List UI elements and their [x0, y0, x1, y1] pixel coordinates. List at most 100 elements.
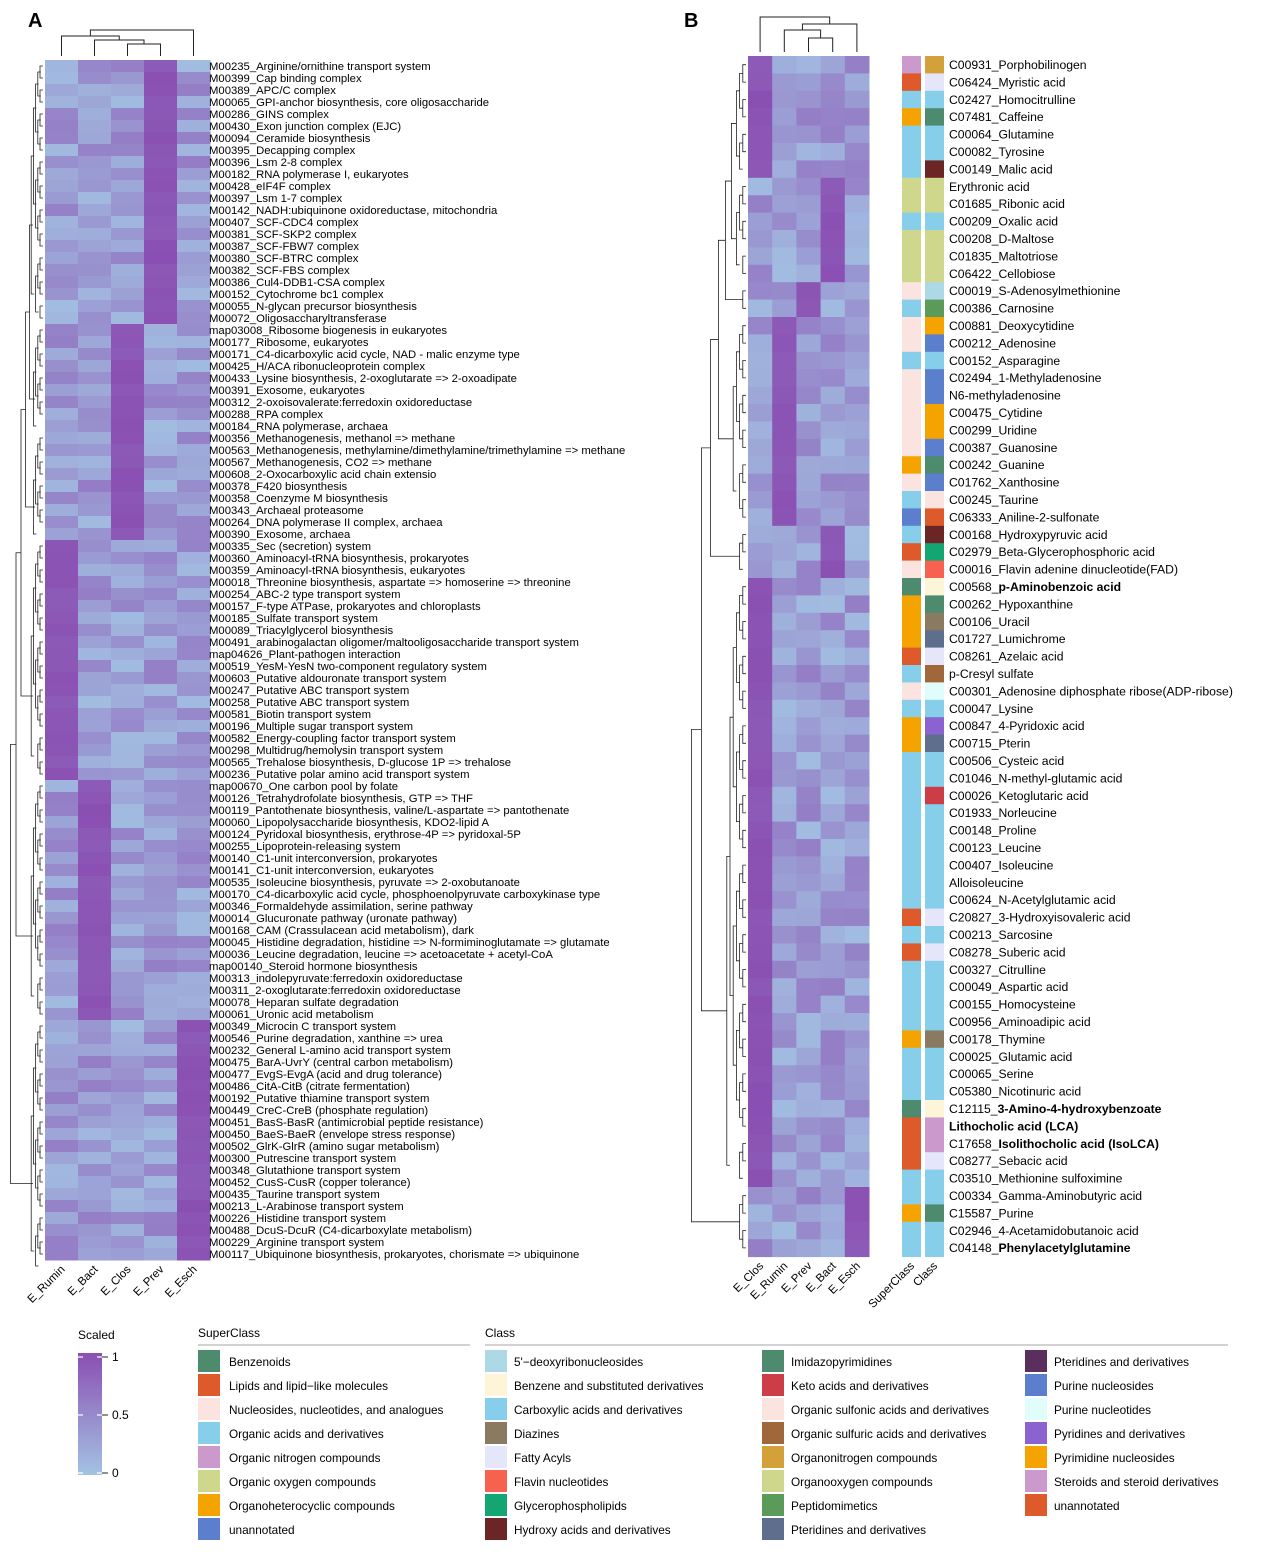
heatmap-a-cell [111, 1032, 145, 1045]
heatmap-a-cell [78, 576, 112, 589]
heatmap-a-cell [144, 480, 178, 493]
class-legend-label: Pteridines and derivatives [791, 1523, 926, 1537]
heatmap-b-cell [820, 230, 846, 248]
heatmap-a-cell [177, 624, 211, 637]
heatmap-a-cell [177, 600, 211, 613]
heatmap-b-cell [772, 682, 797, 701]
heatmap-a-cell [111, 456, 145, 469]
heatmap-b-cell [796, 525, 822, 544]
heatmap-b-cell [748, 682, 773, 701]
heatmap-a-cell [78, 216, 112, 229]
class-annotation-cell [925, 369, 944, 387]
heatmap-a-cell [177, 936, 211, 949]
heatmap-b-cell [796, 56, 822, 74]
heatmap-b-row-label: C00025_Glutamic acid [949, 1050, 1072, 1064]
heatmap-a-cell [45, 816, 79, 829]
heatmap-a-cell [111, 996, 145, 1009]
heatmap-a-cell [45, 132, 79, 145]
heatmap-a-cell [144, 1056, 178, 1069]
heatmap-a-cell [144, 228, 178, 241]
heatmap-a-cell [177, 768, 211, 781]
superclass-annotation-cell [902, 1013, 921, 1031]
heatmap-a-row-label: M00168_CAM (Crassulacean acid metabolism… [209, 925, 474, 937]
heatmap-a-cell [45, 696, 79, 709]
heatmap-a-cell [177, 1236, 211, 1249]
heatmap-a-cell [177, 1200, 211, 1213]
heatmap-b-cell [748, 699, 773, 718]
heatmap-a-cell [144, 312, 178, 325]
heatmap-a-cell [78, 96, 112, 109]
heatmap-a-row-label: M00045_Histidine degradation, histidine … [209, 937, 610, 949]
heatmap-b-row-label: C00209_Oxalic acid [949, 215, 1058, 229]
class-legend-label: Keto acids and derivatives [791, 1379, 929, 1393]
superclass-annotation-cell [902, 421, 921, 440]
class-legend-swatch [485, 1374, 507, 1396]
heatmap-b-cell [772, 73, 797, 92]
superclass-annotation-cell [902, 230, 921, 248]
heatmap-a-cell [111, 1200, 145, 1213]
heatmap-b-cell [844, 1134, 870, 1153]
heatmap-a-cell [144, 300, 178, 313]
scale-legend-tick: 0 [112, 1466, 119, 1480]
heatmap-a-cell [78, 588, 112, 601]
heatmap-a-cell [144, 456, 178, 469]
heatmap-b-cell [820, 212, 846, 231]
heatmap-a-cell [144, 348, 178, 361]
heatmap-a-row-label: M00581_Biotin transport system [209, 709, 371, 721]
class-legend-label: Flavin nucleotides [514, 1475, 609, 1489]
heatmap-b-row-label: C05380_Nicotinuric acid [949, 1085, 1081, 1099]
heatmap-b-cell [772, 1169, 797, 1188]
heatmap-a-cell [144, 672, 178, 685]
class-annotation-cell [925, 473, 944, 492]
heatmap-b-column-dendrogram [759, 16, 858, 52]
superclass-annotation-cell [902, 1117, 921, 1136]
heatmap-a-cell [111, 156, 145, 169]
heatmap-a-cell [78, 456, 112, 469]
superclass-annotation-cell [902, 247, 921, 266]
heatmap-a-row-label: M00229_Arginine transport system [209, 1237, 384, 1249]
heatmap-b-cell [796, 369, 822, 388]
superclass-legend-swatch [198, 1446, 220, 1468]
heatmap-b-cell [772, 560, 797, 579]
heatmap-b-row-label: C00047_Lysine [949, 702, 1033, 716]
heatmap-a-cell [177, 1176, 211, 1189]
heatmap-b-row-label: C02494_1-Methyladenosine [949, 371, 1102, 385]
heatmap-a-cell [78, 276, 112, 289]
heatmap-b-cell [844, 1187, 870, 1205]
heatmap-a-cell [111, 600, 145, 613]
heatmap-a-cell [45, 1188, 79, 1201]
heatmap-b-cell [844, 665, 870, 683]
heatmap-a-cell [78, 324, 112, 337]
class-annotation-cell [925, 1047, 944, 1066]
heatmap-b-cell [748, 90, 773, 109]
heatmap-b-cell [748, 995, 773, 1014]
heatmap-b-cell [772, 1030, 797, 1049]
heatmap-a-cell [45, 768, 79, 781]
superclass-annotation-cell [902, 160, 921, 179]
heatmap-b-cell [820, 73, 846, 92]
scale-legend-tick: 1 [112, 1350, 119, 1364]
heatmap-a-cell [144, 1224, 178, 1237]
heatmap-a-row-label: M00213_L-Arabinose transport system [209, 1201, 404, 1213]
class-annotation-cell [925, 612, 944, 631]
heatmap-a-cell [78, 468, 112, 481]
heatmap-a-cell [177, 384, 211, 397]
heatmap-a-cell [111, 696, 145, 709]
heatmap-b-cell [748, 334, 773, 353]
heatmap-b-cell [796, 647, 822, 666]
heatmap-b-cell [748, 1221, 773, 1240]
superclass-annotation-cell [902, 578, 921, 596]
heatmap-b-cell [820, 1117, 846, 1136]
heatmap-b-cell [820, 960, 846, 979]
heatmap-b-cell [796, 160, 822, 179]
heatmap-a-cell [78, 984, 112, 997]
heatmap-a-cell [78, 444, 112, 457]
heatmap-b-cell [844, 1169, 870, 1188]
class-annotation-cell [925, 334, 944, 353]
superclass-annotation-cell [902, 647, 921, 666]
heatmap-b-row-label: C00881_Deoxycytidine [949, 319, 1075, 333]
heatmap-b-cell [772, 1152, 797, 1171]
heatmap-b-cell [844, 421, 870, 440]
heatmap-a-cell [45, 288, 79, 301]
heatmap-b-cell [748, 856, 773, 875]
